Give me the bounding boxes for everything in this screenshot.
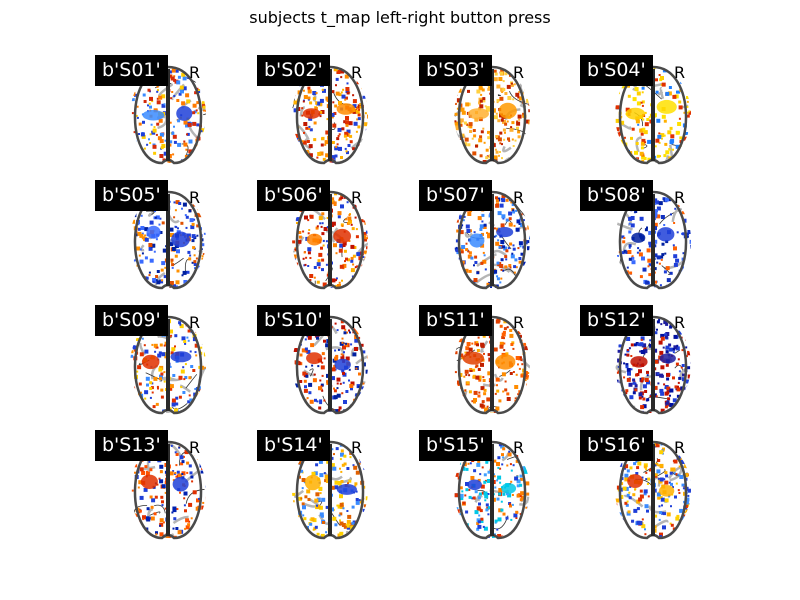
- subject-panel: b'S15' R: [419, 430, 559, 550]
- subject-label: b'S01': [95, 55, 168, 86]
- subject-label: b'S06': [257, 180, 330, 211]
- subject-panel: b'S11' R: [419, 305, 559, 425]
- subject-label: b'S10': [257, 305, 330, 336]
- subject-label: b'S03': [419, 55, 492, 86]
- subject-label: b'S04': [580, 55, 653, 86]
- subject-label: b'S12': [580, 305, 653, 336]
- right-hemisphere-label: R: [351, 188, 363, 207]
- right-hemisphere-label: R: [674, 188, 686, 207]
- brain-map: [454, 440, 530, 540]
- subject-label: b'S02': [257, 55, 330, 86]
- subject-label: b'S09': [95, 305, 168, 336]
- right-hemisphere-label: R: [513, 63, 525, 82]
- subject-panel: b'S03' R: [419, 55, 559, 175]
- subject-panel: b'S16' R: [580, 430, 720, 550]
- brain-map: [292, 440, 368, 540]
- subject-label: b'S16': [580, 430, 653, 461]
- right-hemisphere-label: R: [189, 438, 201, 457]
- subject-label: b'S11': [419, 305, 492, 336]
- right-hemisphere-label: R: [351, 313, 363, 332]
- subject-label: b'S15': [419, 430, 492, 461]
- right-hemisphere-label: R: [189, 188, 201, 207]
- subject-label: b'S14': [257, 430, 330, 461]
- subject-label: b'S05': [95, 180, 168, 211]
- subject-panel: b'S14' R: [257, 430, 397, 550]
- brain-map: [130, 440, 206, 540]
- right-hemisphere-label: R: [513, 438, 525, 457]
- subject-panel: b'S12' R: [580, 305, 720, 425]
- figure-title: subjects t_map left-right button press: [249, 8, 551, 27]
- subject-label: b'S08': [580, 180, 653, 211]
- brain-map: [615, 190, 691, 290]
- subject-panel: b'S01' R: [95, 55, 235, 175]
- subject-panel: b'S13' R: [95, 430, 235, 550]
- subject-label: b'S13': [95, 430, 168, 461]
- subject-panel: b'S09' R: [95, 305, 235, 425]
- subject-panel: b'S06' R: [257, 180, 397, 300]
- right-hemisphere-label: R: [674, 313, 686, 332]
- right-hemisphere-label: R: [674, 63, 686, 82]
- subject-panel: b'S07' R: [419, 180, 559, 300]
- right-hemisphere-label: R: [351, 63, 363, 82]
- subject-panel: b'S05' R: [95, 180, 235, 300]
- subject-label: b'S07': [419, 180, 492, 211]
- brain-map: [454, 315, 530, 415]
- subject-panel: b'S02' R: [257, 55, 397, 175]
- right-hemisphere-label: R: [351, 438, 363, 457]
- brain-map: [615, 315, 691, 415]
- right-hemisphere-label: R: [513, 188, 525, 207]
- subject-panel: b'S08' R: [580, 180, 720, 300]
- right-hemisphere-label: R: [674, 438, 686, 457]
- right-hemisphere-label: R: [513, 313, 525, 332]
- right-hemisphere-label: R: [189, 63, 201, 82]
- right-hemisphere-label: R: [189, 313, 201, 332]
- subject-panel: b'S10' R: [257, 305, 397, 425]
- subject-panel: b'S04' R: [580, 55, 720, 175]
